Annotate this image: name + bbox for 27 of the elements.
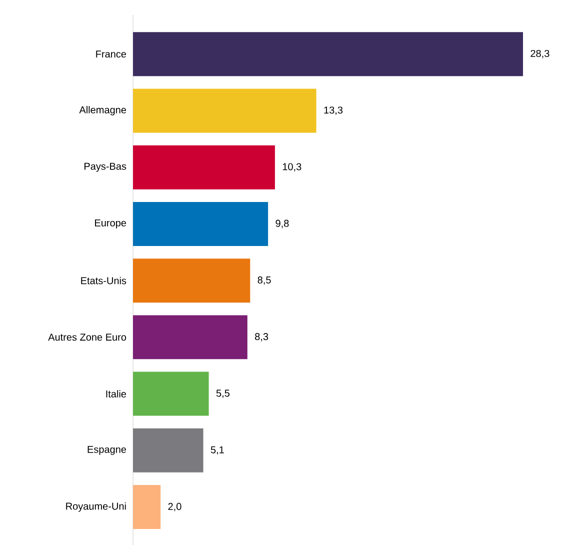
bar [133, 258, 250, 302]
bar [133, 428, 204, 472]
data-label: 8,3 [255, 332, 268, 342]
y-tick-label: Italie [106, 390, 126, 398]
data-label: 10,3 [282, 163, 302, 172]
y-tick-label: Espagne [88, 446, 126, 455]
data-label: 5,1 [210, 446, 224, 454]
bar [133, 32, 523, 76]
y-tick-label: Etats-Unis [81, 276, 126, 284]
data-label: 9,8 [276, 220, 289, 228]
bar [133, 145, 275, 190]
y-tick-label: Autres Zone Euro [48, 334, 126, 341]
bar [133, 202, 268, 246]
bar [133, 484, 161, 529]
bar [133, 88, 316, 133]
y-tick-label: Europe [95, 219, 126, 228]
data-label: 2,0 [168, 502, 182, 512]
y-tick-label: Royaume-Uni [66, 502, 126, 512]
data-label: 13,3 [324, 106, 343, 115]
data-label: 28,3 [530, 50, 550, 58]
data-label: 8,5 [258, 276, 271, 285]
y-tick-label: Pays-Bas [84, 162, 126, 172]
data-label: 5,5 [216, 390, 230, 398]
bar [133, 315, 248, 360]
bar [133, 372, 209, 416]
y-tick-label: France [96, 50, 126, 58]
y-tick-label: Allemagne [79, 106, 126, 116]
